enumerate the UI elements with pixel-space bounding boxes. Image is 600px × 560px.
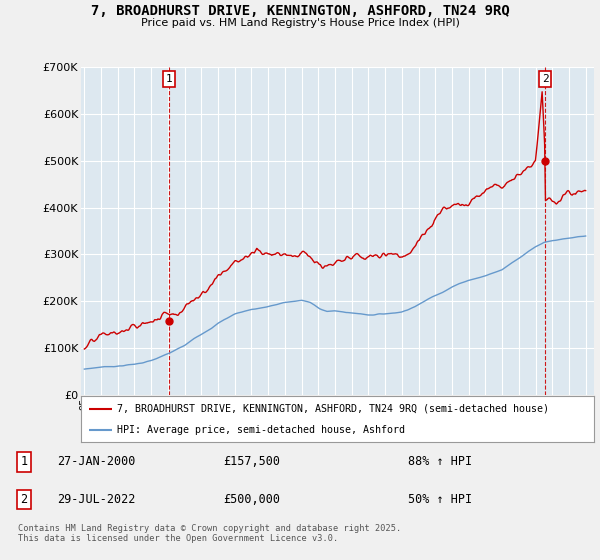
Text: £500,000: £500,000 — [223, 493, 281, 506]
Text: 88% ↑ HPI: 88% ↑ HPI — [408, 455, 472, 468]
Text: 7, BROADHURST DRIVE, KENNINGTON, ASHFORD, TN24 9RQ (semi-detached house): 7, BROADHURST DRIVE, KENNINGTON, ASHFORD… — [117, 404, 549, 414]
Text: HPI: Average price, semi-detached house, Ashford: HPI: Average price, semi-detached house,… — [117, 425, 405, 435]
Text: 29-JUL-2022: 29-JUL-2022 — [57, 493, 135, 506]
Text: 1: 1 — [166, 74, 172, 84]
Text: Contains HM Land Registry data © Crown copyright and database right 2025.
This d: Contains HM Land Registry data © Crown c… — [18, 524, 401, 543]
Text: 1: 1 — [20, 455, 28, 468]
Text: 2: 2 — [542, 74, 548, 84]
Text: Price paid vs. HM Land Registry's House Price Index (HPI): Price paid vs. HM Land Registry's House … — [140, 18, 460, 28]
Text: 50% ↑ HPI: 50% ↑ HPI — [408, 493, 472, 506]
Text: 2: 2 — [20, 493, 28, 506]
Text: £157,500: £157,500 — [223, 455, 281, 468]
Text: 27-JAN-2000: 27-JAN-2000 — [57, 455, 135, 468]
Text: 7, BROADHURST DRIVE, KENNINGTON, ASHFORD, TN24 9RQ: 7, BROADHURST DRIVE, KENNINGTON, ASHFORD… — [91, 4, 509, 18]
